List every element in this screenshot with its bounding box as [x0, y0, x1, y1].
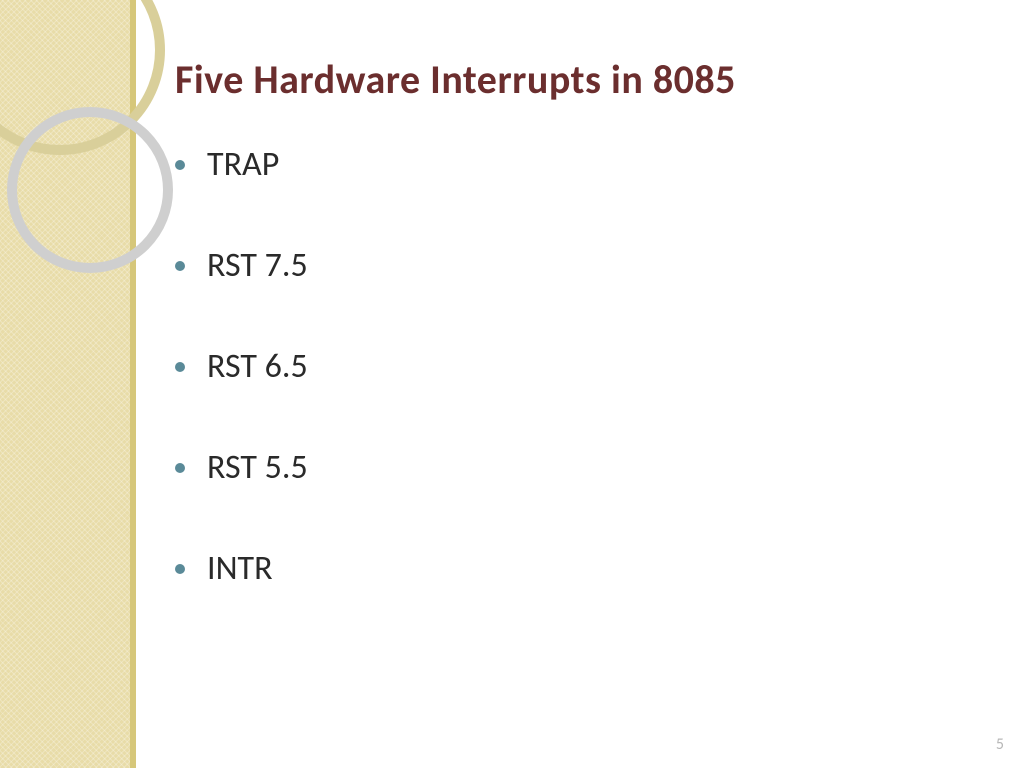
bullet-icon [175, 564, 185, 574]
sidebar-decoration [0, 0, 140, 768]
list-item: TRAP [175, 144, 984, 185]
bullet-icon [175, 160, 185, 170]
list-item: RST 5.5 [175, 447, 984, 488]
list-item-label: RST 6.5 [207, 346, 308, 387]
sidebar-edge [130, 0, 136, 768]
bullet-icon [175, 261, 185, 271]
page-number: 5 [996, 735, 1004, 754]
list-item: INTR [175, 548, 984, 589]
list-item-label: RST 7.5 [207, 245, 308, 286]
bullet-icon [175, 463, 185, 473]
bullet-icon [175, 362, 185, 372]
sidebar-fill [0, 0, 130, 768]
list-item: RST 7.5 [175, 245, 984, 286]
slide-title: Five Hardware Interrupts in 8085 [175, 55, 984, 104]
list-item-label: TRAP [207, 144, 279, 185]
list-item-label: INTR [207, 548, 273, 589]
list-item-label: RST 5.5 [207, 447, 308, 488]
bullet-list: TRAP RST 7.5 RST 6.5 RST 5.5 INTR [175, 144, 984, 589]
list-item: RST 6.5 [175, 346, 984, 387]
slide-content: Five Hardware Interrupts in 8085 TRAP RS… [175, 55, 984, 649]
